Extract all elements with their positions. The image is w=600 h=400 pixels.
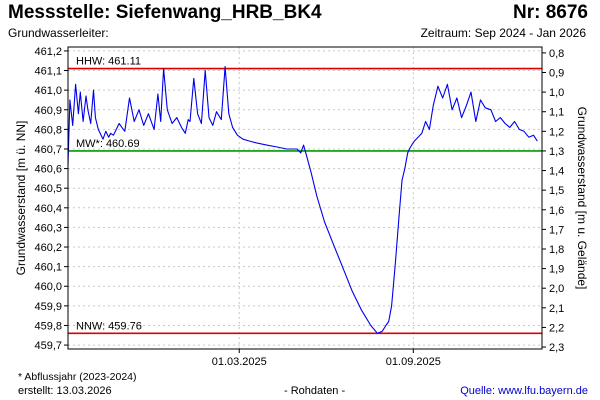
x-tick-label: 01.03.2025: [212, 356, 267, 368]
left-tick-label: 460,7: [34, 144, 62, 156]
right-tick-label: 2,2: [549, 322, 564, 334]
left-axis-label: Grundwasserstand [m ü. NN]: [14, 121, 28, 276]
left-tick-label: 460,9: [34, 105, 62, 117]
reference-lines: HHW: 461.11 MW*: 460.69 NNW: 459.76: [68, 56, 542, 335]
source-label: Quelle: www.lfu.bayern.de: [460, 385, 588, 397]
left-tick-label: 460,8: [34, 124, 62, 136]
series-layer: [67, 66, 538, 334]
nnw-label: NNW: 459.76: [76, 320, 142, 332]
right-tick-label: 1,2: [549, 126, 564, 138]
left-axis: 461,2 461,1 461,0 460,9 460,8 460,7 460,6 460,5…: [34, 46, 68, 352]
right-tick-label: 1,7: [549, 224, 564, 236]
right-tick-label: 0,8: [549, 48, 564, 60]
left-tick-label: 461,0: [34, 85, 62, 97]
right-axis: 0,8 0,9 1,0 1,1 1,2 1,3 1,4 1,5 1,6 1,7 1,8 1,9 2,0 2…: [542, 48, 564, 354]
right-tick-label: 2,0: [549, 283, 564, 295]
plot-frame: [67, 46, 543, 350]
source-prefix: Quelle:: [460, 385, 499, 397]
x-tick-label: 01.09.2025: [386, 356, 441, 368]
left-tick-label: 460,0: [34, 281, 62, 293]
right-tick-label: 1,1: [549, 107, 564, 119]
right-tick-label: 2,1: [549, 303, 564, 315]
right-tick-label: 1,8: [549, 244, 564, 256]
groundwater-series-line: [67, 66, 538, 334]
footnote: * Abflussjahr (2023-2024): [18, 371, 137, 383]
left-tick-label: 460,6: [34, 164, 62, 176]
left-tick-label: 459,8: [34, 320, 62, 332]
x-axis: 01.03.2025 01.09.2025: [212, 349, 441, 368]
right-axis-label: Grundwasserstand [m u. Gelände]: [575, 107, 589, 290]
raw-data-label: - Rohdaten -: [284, 385, 346, 397]
left-tick-label: 461,1: [34, 66, 62, 78]
station-title: Messstelle: Siefenwang_HRB_BK4: [8, 2, 322, 23]
aquifer-label: Grundwasserleiter:: [8, 26, 109, 40]
left-tick-label: 459,7: [34, 340, 62, 352]
right-tick-label: 2,3: [549, 342, 564, 354]
left-tick-label: 459,9: [34, 301, 62, 313]
hhw-label: HHW: 461.11: [76, 56, 141, 68]
right-tick-label: 1,6: [549, 205, 564, 217]
mw-label: MW*: 460.69: [76, 138, 140, 150]
source-link[interactable]: www.lfu.bayern.de: [498, 385, 588, 397]
right-tick-label: 1,4: [549, 166, 564, 178]
left-tick-label: 460,4: [34, 203, 62, 215]
station-number: Nr: 8676: [513, 2, 588, 23]
left-tick-label: 460,1: [34, 262, 62, 274]
right-tick-label: 1,3: [549, 146, 564, 158]
created-date: erstellt: 13.03.2026: [18, 385, 112, 397]
right-tick-label: 1,0: [549, 87, 564, 99]
right-tick-label: 1,9: [549, 264, 564, 276]
left-tick-label: 460,5: [34, 183, 62, 195]
left-tick-label: 460,3: [34, 222, 62, 234]
right-tick-label: 1,5: [549, 185, 564, 197]
left-tick-label: 460,2: [34, 242, 62, 254]
left-tick-label: 461,2: [34, 46, 62, 58]
right-tick-label: 0,9: [549, 67, 564, 79]
period-label: Zeitraum: Sep 2024 - Jan 2026: [420, 26, 586, 40]
